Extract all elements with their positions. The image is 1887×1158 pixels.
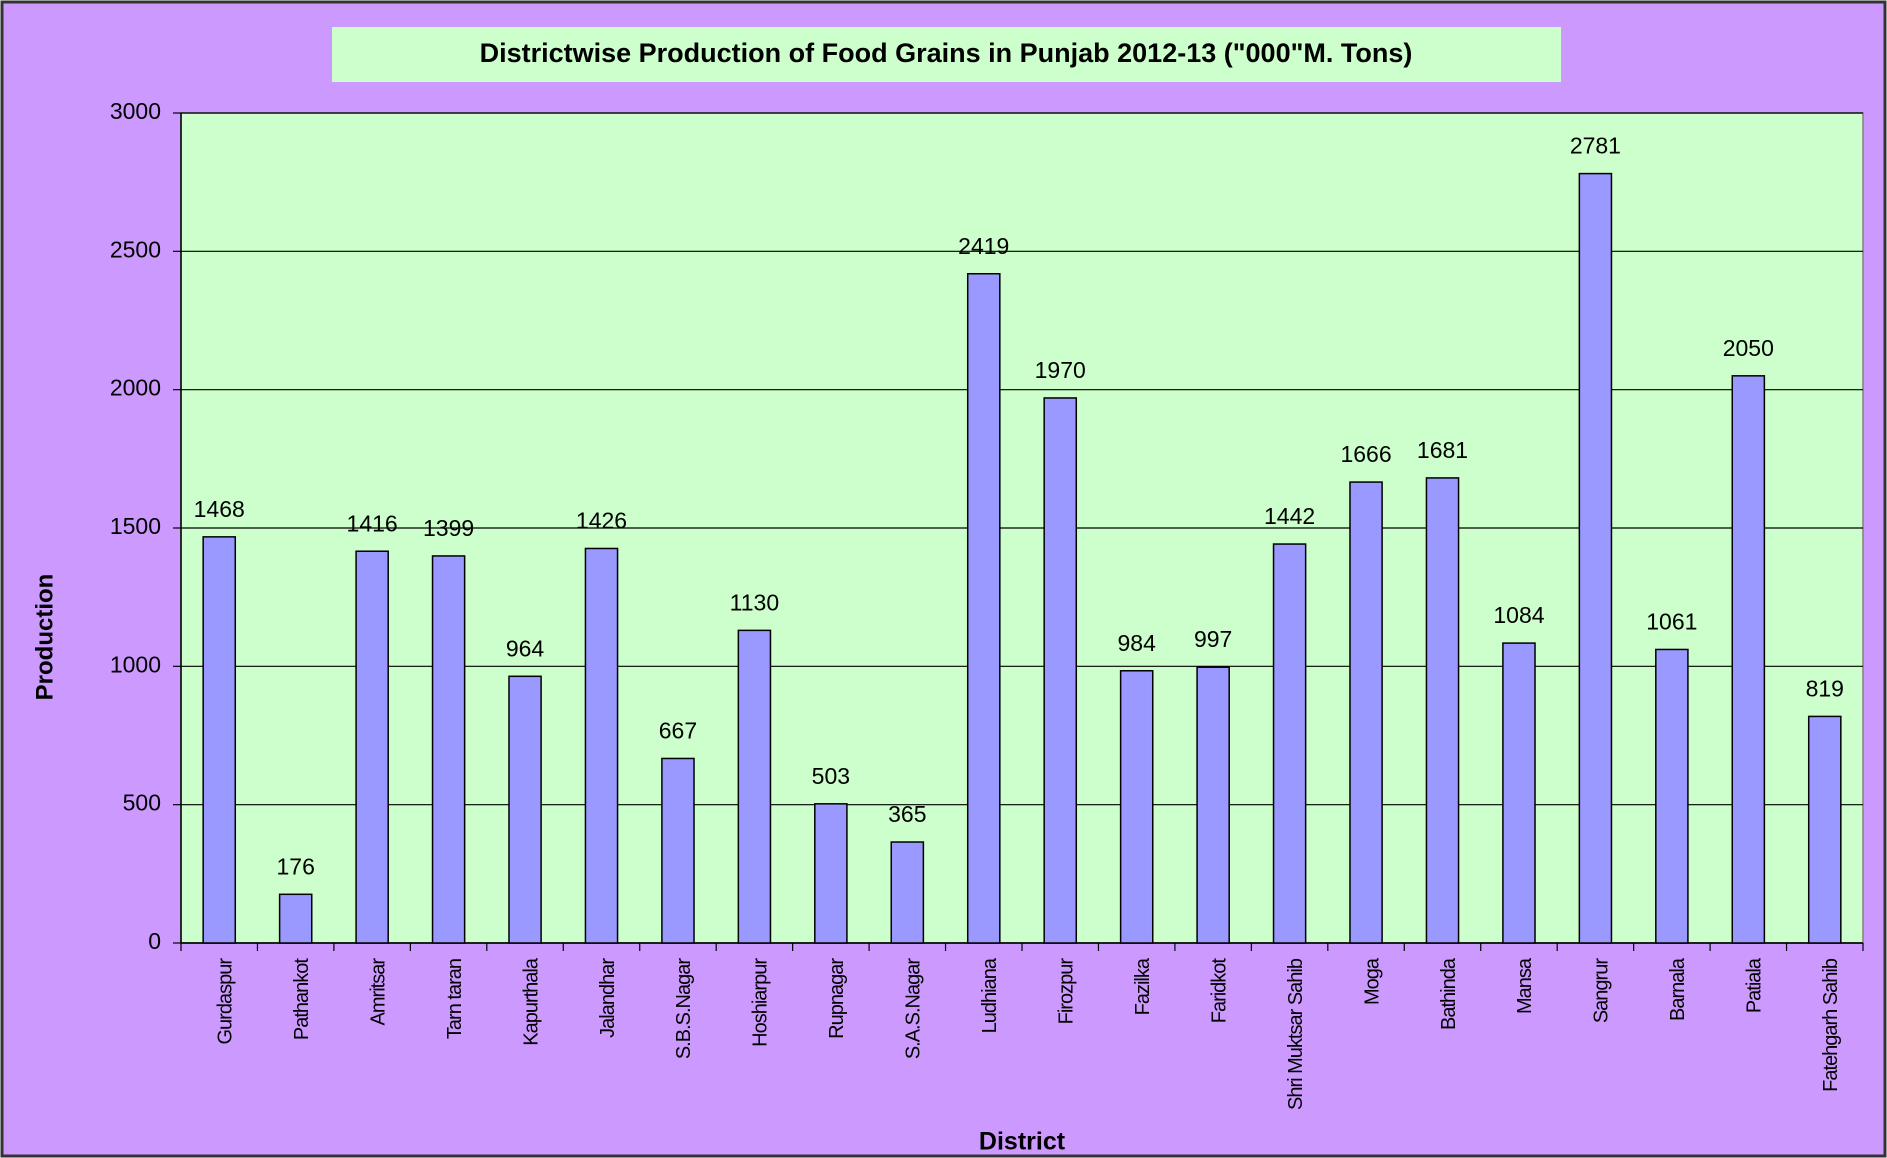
y-tick-label: 2000 — [110, 375, 161, 401]
bar — [737, 629, 772, 944]
data-label: 1666 — [1340, 441, 1391, 467]
bar — [431, 555, 466, 944]
bar — [1196, 666, 1230, 944]
bar — [1272, 543, 1307, 944]
bar — [1043, 397, 1078, 944]
data-label: 1681 — [1417, 437, 1468, 463]
x-tick-label: Firozpur — [1056, 958, 1078, 1025]
data-label: 667 — [659, 718, 697, 744]
data-label: 1061 — [1646, 609, 1697, 635]
x-tick-label: Patiala — [1744, 957, 1766, 1013]
data-label: 1084 — [1493, 602, 1544, 628]
bar — [1578, 172, 1613, 944]
data-label: 1416 — [347, 510, 398, 536]
data-label: 2050 — [1723, 335, 1774, 361]
y-tick-label: 1000 — [110, 651, 161, 677]
bar — [355, 550, 389, 944]
x-tick-label: Mansa — [1514, 957, 1536, 1014]
x-tick-label: Barnala — [1667, 957, 1689, 1021]
x-tick-label: Shri Muktsar Sahib — [1285, 958, 1307, 1110]
bar — [814, 803, 848, 944]
x-tick-label: Kapurthala — [520, 957, 542, 1046]
title-box — [332, 27, 1561, 82]
x-tick-label: Sangrur — [1591, 958, 1613, 1023]
bar — [661, 757, 695, 944]
x-tick-label: Hoshiarpur — [750, 958, 772, 1047]
bar — [1807, 715, 1842, 944]
data-label: 2781 — [1570, 133, 1621, 159]
x-tick-label: Pathankot — [291, 958, 313, 1041]
bar — [508, 675, 542, 944]
x-tick-label: S.A.S.Nagar — [903, 958, 925, 1060]
data-label: 1399 — [423, 515, 474, 541]
data-label: 365 — [888, 801, 926, 827]
x-tick-label: Jalandhar — [597, 958, 619, 1038]
data-label: 1442 — [1264, 503, 1315, 529]
bar — [1502, 642, 1536, 944]
y-tick-label: 3000 — [110, 98, 161, 124]
y-axis-label: Production — [31, 574, 58, 701]
bar — [1425, 477, 1460, 944]
x-tick-label: Rupnagar — [826, 958, 848, 1039]
bar — [278, 893, 313, 944]
y-tick-label: 500 — [123, 790, 161, 816]
bar — [1119, 670, 1154, 944]
data-label: 1130 — [730, 589, 779, 615]
x-tick-label: Moga — [1361, 957, 1383, 1005]
chart-title: Districtwise Production of Food Grains i… — [480, 38, 1413, 68]
y-tick-label: 1500 — [110, 513, 161, 539]
data-label: 1970 — [1035, 357, 1086, 383]
x-tick-label: Fatehgarh Sahib — [1820, 958, 1842, 1092]
x-tick-label: Tarn taran — [444, 959, 466, 1039]
bar — [966, 272, 1001, 944]
bar — [1349, 481, 1383, 944]
y-tick-label: 2500 — [110, 236, 161, 262]
data-label: 503 — [812, 763, 850, 789]
bar — [1655, 648, 1689, 944]
data-label: 997 — [1194, 626, 1232, 652]
data-label: 984 — [1117, 630, 1156, 656]
data-label: 964 — [506, 635, 545, 661]
data-label: 1426 — [576, 508, 627, 534]
data-label: 2419 — [958, 233, 1009, 259]
x-tick-label: Faridkot — [1208, 958, 1230, 1024]
x-tick-label: Amritsar — [367, 958, 389, 1026]
x-tick-label: Gurdaspur — [215, 958, 237, 1045]
data-label: 176 — [276, 853, 314, 879]
bar — [890, 841, 925, 944]
x-axis-label: District — [979, 1128, 1066, 1156]
bar — [202, 536, 237, 944]
x-tick-label: Bathinda — [1438, 957, 1460, 1030]
bar — [584, 547, 619, 944]
data-label: 1468 — [194, 496, 245, 522]
y-tick-label: 0 — [148, 928, 161, 954]
data-label: 819 — [1806, 675, 1844, 701]
bar — [1731, 375, 1766, 944]
x-tick-label: Fazilka — [1132, 957, 1154, 1015]
x-tick-label: S.B.S.Nagar — [673, 958, 695, 1060]
x-tick-label: Ludhiana — [979, 957, 1001, 1033]
